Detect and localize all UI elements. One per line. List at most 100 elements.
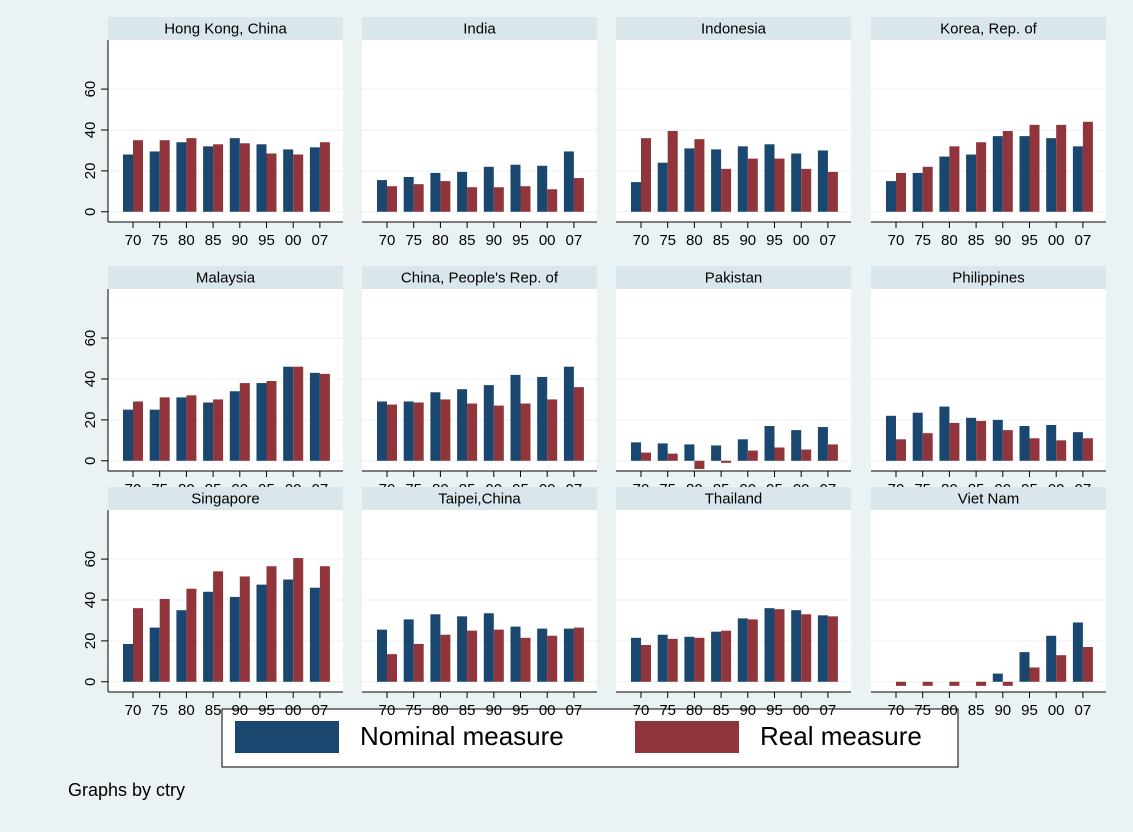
bar	[430, 392, 441, 461]
bar	[976, 142, 987, 212]
bar	[1002, 131, 1013, 212]
bar	[467, 630, 478, 682]
bar	[896, 172, 906, 212]
bar	[922, 166, 933, 212]
bar	[256, 383, 267, 461]
bar	[641, 644, 651, 682]
x-tick-label: 07	[1075, 232, 1092, 249]
bar	[1056, 124, 1067, 212]
bar	[123, 643, 133, 682]
bar	[737, 146, 748, 212]
panel-title: Indonesia	[701, 20, 767, 37]
y-tick-label: 60	[82, 81, 99, 98]
bar	[159, 397, 170, 461]
bar	[176, 397, 187, 461]
bar	[547, 189, 558, 212]
bar	[827, 171, 838, 212]
bar	[801, 449, 812, 461]
bar	[737, 618, 748, 682]
bar	[319, 566, 330, 682]
bar	[256, 584, 267, 682]
x-tick-label: 95	[258, 232, 275, 249]
bar	[817, 615, 828, 682]
panel-title: Singapore	[191, 490, 259, 507]
bar	[266, 566, 277, 682]
x-tick-label: 80	[686, 232, 703, 249]
bar	[949, 681, 960, 686]
x-tick-label: 00	[1048, 702, 1065, 719]
bar	[737, 439, 748, 461]
x-tick-label: 80	[432, 702, 449, 719]
x-tick-label: 70	[125, 702, 142, 719]
bar	[387, 404, 397, 461]
bar	[159, 598, 170, 682]
bar	[1056, 440, 1067, 461]
plot-area	[362, 40, 597, 222]
bar	[213, 571, 224, 682]
bar	[573, 387, 584, 461]
bar	[801, 614, 812, 682]
bar	[493, 629, 504, 682]
bar	[440, 399, 451, 461]
bar	[229, 391, 240, 461]
bar	[377, 401, 387, 461]
x-tick-label: 80	[686, 702, 703, 719]
x-tick-label: 07	[566, 232, 583, 249]
panel-strip	[108, 487, 343, 510]
bar	[387, 186, 397, 212]
plot-area	[871, 510, 1106, 692]
x-tick-label: 00	[285, 232, 302, 249]
x-tick-label: 07	[312, 702, 329, 719]
bar	[817, 150, 828, 212]
x-tick-label: 70	[633, 702, 650, 719]
bar	[694, 460, 705, 469]
bar	[801, 168, 812, 212]
panel-strip	[362, 487, 597, 510]
panel-strip	[108, 17, 343, 40]
panel-title: Hong Kong, China	[164, 20, 287, 37]
x-tick-label: 95	[766, 702, 783, 719]
bar	[293, 154, 304, 212]
panel-strip	[616, 266, 851, 289]
bar	[493, 187, 504, 212]
bar	[721, 630, 732, 682]
bar	[430, 614, 441, 682]
bar	[827, 616, 838, 682]
plot-area	[108, 510, 343, 692]
bar	[413, 184, 424, 212]
y-tick-label: 0	[82, 457, 99, 465]
bar	[510, 164, 521, 212]
bar	[721, 168, 732, 212]
x-tick-label: 95	[512, 232, 529, 249]
y-tick-label: 0	[82, 678, 99, 686]
x-tick-label: 75	[151, 232, 168, 249]
bar	[922, 433, 933, 461]
bar	[493, 405, 504, 461]
bar	[457, 389, 468, 461]
bar	[1029, 438, 1040, 461]
bar	[827, 444, 838, 461]
bar	[430, 172, 441, 212]
panel-title: China, People's Rep. of	[401, 269, 559, 286]
bar	[510, 626, 521, 682]
bar	[922, 681, 933, 686]
bar	[684, 148, 695, 212]
bar	[774, 447, 785, 461]
x-tick-label: 07	[1075, 702, 1092, 719]
x-tick-label: 75	[914, 702, 931, 719]
bar	[747, 619, 758, 682]
bar	[457, 171, 468, 212]
bar	[229, 138, 240, 212]
x-tick-label: 07	[820, 232, 837, 249]
x-tick-label: 70	[888, 702, 905, 719]
plot-area	[362, 510, 597, 692]
bar	[547, 635, 558, 682]
bar	[283, 149, 294, 212]
y-tick-label: 60	[82, 551, 99, 568]
bar	[159, 140, 170, 212]
bar	[684, 636, 695, 682]
bar	[747, 158, 758, 212]
bar	[1082, 121, 1093, 212]
bar	[483, 385, 494, 461]
bar	[377, 180, 387, 212]
